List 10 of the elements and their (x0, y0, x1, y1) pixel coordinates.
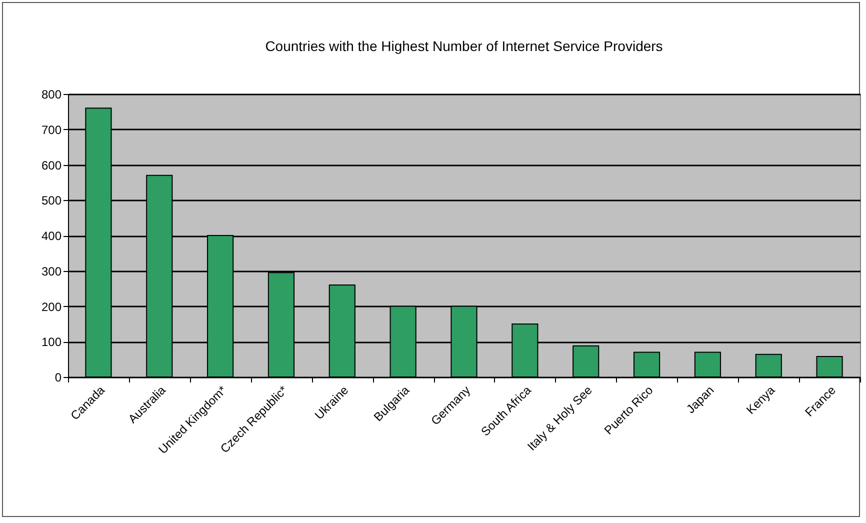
y-tick-label: 600 (41, 158, 62, 172)
y-tick-label: 0 (54, 370, 62, 384)
y-tick-label: 200 (41, 300, 62, 314)
y-tick-label: 400 (41, 229, 62, 243)
y-tick-label: 700 (41, 122, 62, 137)
y-tick-label: 300 (41, 264, 62, 278)
y-tick-label: 500 (41, 194, 62, 208)
y-tick-label: 100 (41, 335, 62, 350)
y-tick-label: 800 (41, 88, 62, 102)
chart-title: Countries with the Highest Number of Internet Service Providers (265, 38, 663, 54)
